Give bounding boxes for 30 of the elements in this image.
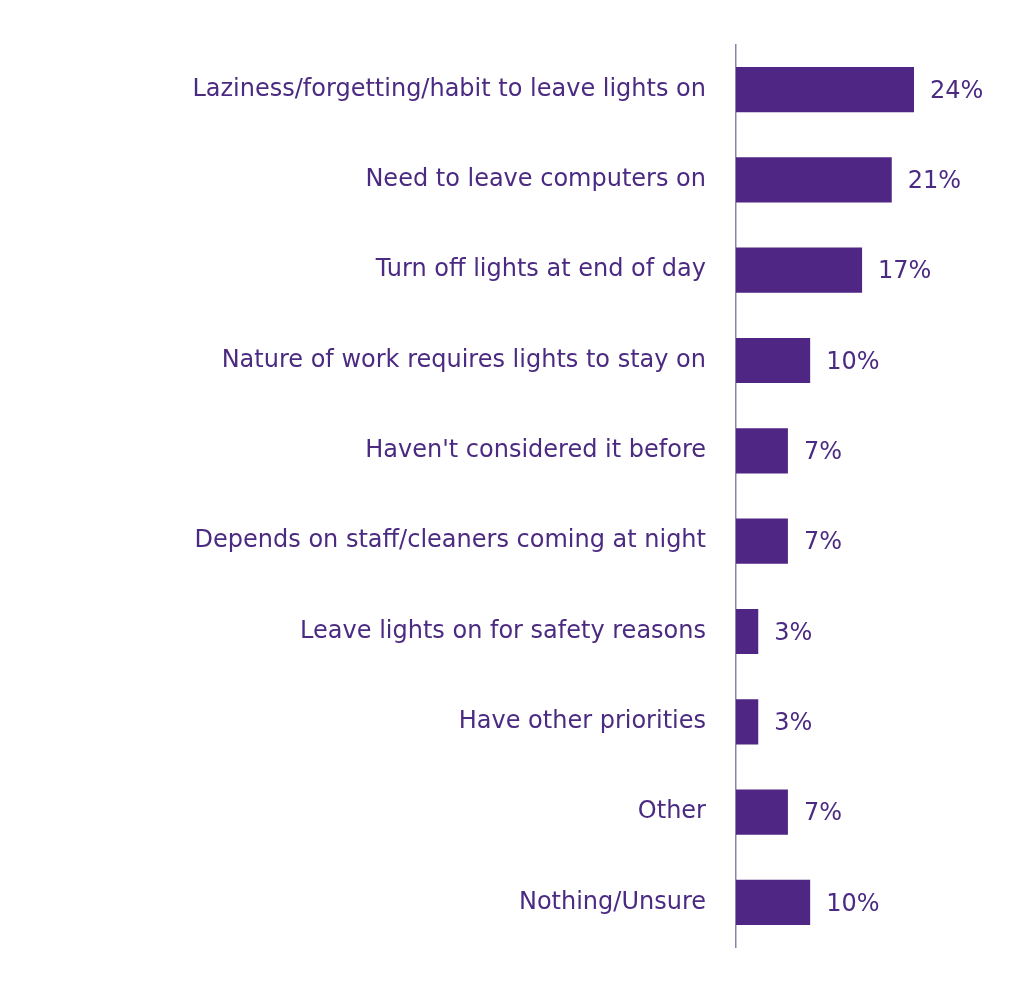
bar xyxy=(736,337,811,384)
bar xyxy=(736,879,811,926)
data-label: 3% xyxy=(774,708,813,737)
data-label: 7% xyxy=(803,437,842,466)
y-tick-label: Have other priorities xyxy=(458,706,706,735)
bar xyxy=(736,518,788,564)
data-label: 7% xyxy=(803,527,842,556)
y-tick-label: Leave lights on for safety reasons xyxy=(300,615,706,644)
data-label: 21% xyxy=(907,166,962,195)
bar xyxy=(736,66,914,113)
y-tick-label: Haven't considered it before xyxy=(365,435,706,464)
y-tick-label: Nature of work requires lights to stay on xyxy=(221,344,706,373)
y-tick-label: Other xyxy=(637,796,707,825)
data-label: 10% xyxy=(826,346,880,375)
y-tick-label: Depends on staff/cleaners coming at night xyxy=(194,525,706,554)
y-tick-label: Need to leave computers on xyxy=(365,164,706,193)
data-label: 10% xyxy=(826,888,880,917)
data-label: 24% xyxy=(930,75,984,104)
data-label: 17% xyxy=(878,256,932,285)
y-tick-label: Nothing/Unsure xyxy=(518,886,706,915)
bar xyxy=(736,247,863,293)
y-tick-label: Turn off lights at end of day xyxy=(374,254,706,283)
bar xyxy=(736,789,788,835)
bar xyxy=(736,699,759,745)
bar xyxy=(736,157,892,203)
data-label: 7% xyxy=(803,798,842,827)
bar xyxy=(736,608,759,655)
data-label: 3% xyxy=(774,617,813,646)
y-tick-label: Laziness/forgetting/habit to leave lights on xyxy=(192,73,706,102)
bar xyxy=(736,428,788,474)
